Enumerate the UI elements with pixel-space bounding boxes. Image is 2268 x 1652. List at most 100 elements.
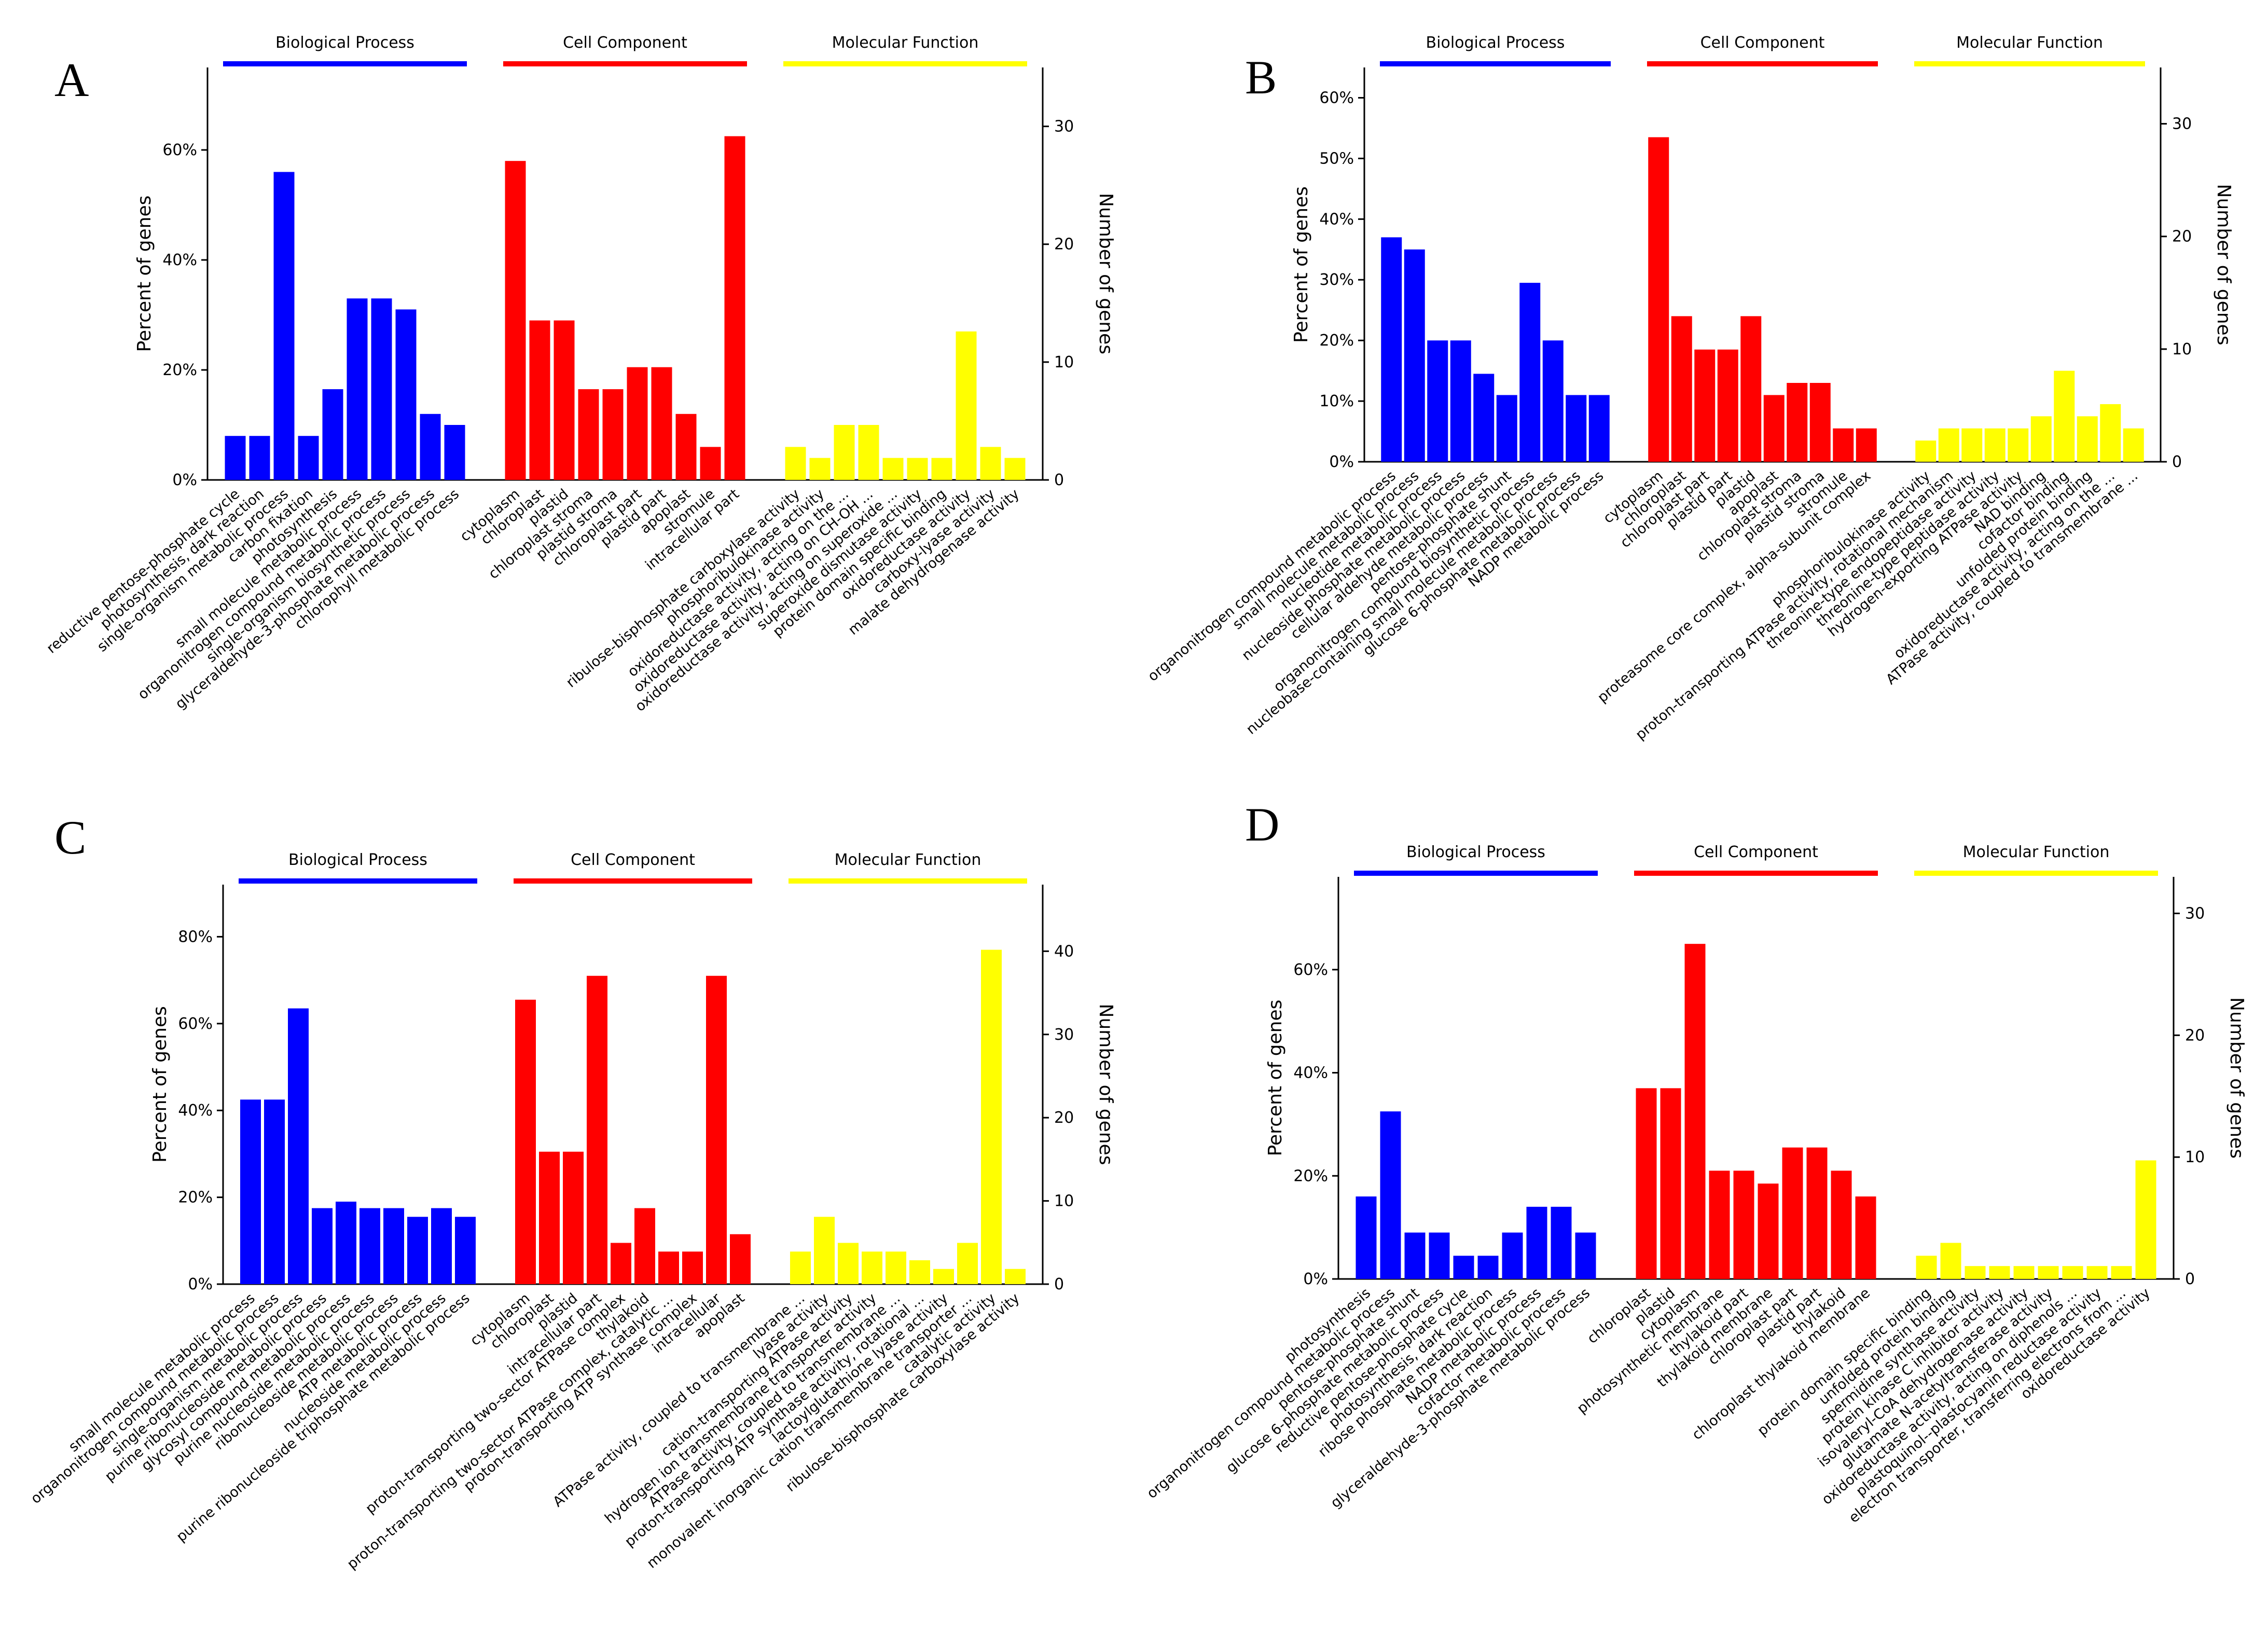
bar bbox=[1473, 374, 1495, 462]
left-tick-label: 20% bbox=[1319, 332, 1354, 350]
right-tick-label: 30 bbox=[2172, 115, 2192, 133]
bar bbox=[395, 309, 417, 480]
bar bbox=[249, 436, 270, 480]
left-tick-label: 20% bbox=[178, 1189, 213, 1207]
left-tick-label: 60% bbox=[1293, 961, 1328, 979]
right-tick-label: 30 bbox=[2185, 904, 2205, 923]
y-axis-title-left: Percent of genes bbox=[1291, 186, 1312, 343]
bar bbox=[1856, 428, 1877, 462]
bar bbox=[858, 425, 879, 480]
bar bbox=[706, 975, 727, 1284]
group-header-label: Cell Component bbox=[1694, 843, 1818, 861]
bar bbox=[933, 1269, 954, 1284]
bar bbox=[273, 172, 295, 480]
bar bbox=[1915, 440, 1937, 462]
right-tick-label: 30 bbox=[1054, 118, 1074, 136]
bar bbox=[651, 367, 672, 480]
group-header-bar bbox=[789, 878, 1027, 884]
left-tick-label: 50% bbox=[1319, 149, 1354, 168]
bar bbox=[312, 1208, 333, 1284]
bar bbox=[882, 458, 904, 480]
bar bbox=[431, 1208, 452, 1284]
panel-letter: D bbox=[1245, 798, 1279, 851]
bar bbox=[1940, 1243, 1961, 1279]
bar bbox=[1380, 1111, 1401, 1279]
left-tick-label: 40% bbox=[1293, 1064, 1328, 1082]
bar bbox=[1763, 395, 1785, 462]
group-header-label: Biological Process bbox=[275, 34, 414, 52]
left-tick-label: 40% bbox=[178, 1102, 213, 1120]
bar bbox=[336, 1201, 356, 1284]
bar bbox=[1551, 1206, 1572, 1279]
bar bbox=[2038, 1266, 2059, 1279]
bar bbox=[347, 298, 368, 480]
bar bbox=[1709, 1171, 1730, 1279]
bar bbox=[1916, 1256, 1937, 1279]
bar bbox=[359, 1208, 380, 1284]
group-header-bar bbox=[1634, 871, 1878, 876]
group-header-bar bbox=[1914, 61, 2145, 66]
left-tick-label: 0% bbox=[1329, 453, 1354, 471]
bar bbox=[1427, 340, 1448, 462]
bar bbox=[322, 389, 343, 480]
right-tick-label: 10 bbox=[2185, 1148, 2205, 1166]
left-tick-label: 40% bbox=[1319, 210, 1354, 228]
bar bbox=[240, 1099, 261, 1284]
bar bbox=[886, 1251, 906, 1284]
bar bbox=[931, 458, 952, 480]
bar bbox=[1782, 1147, 1803, 1279]
right-tick-label: 20 bbox=[2185, 1026, 2205, 1044]
bar bbox=[700, 447, 721, 480]
bar bbox=[809, 458, 831, 480]
bar bbox=[862, 1251, 882, 1284]
y-axis-title-right: Number of genes bbox=[1095, 193, 1116, 354]
y-axis-title-left: Percent of genes bbox=[149, 1006, 171, 1163]
bar bbox=[1356, 1196, 1377, 1279]
bar bbox=[1450, 340, 1471, 462]
right-tick-label: 0 bbox=[1054, 1275, 1064, 1293]
bar bbox=[730, 1234, 751, 1284]
right-tick-label: 0 bbox=[2185, 1270, 2195, 1288]
bar bbox=[505, 161, 526, 480]
bar bbox=[1965, 1266, 1986, 1279]
group-header-bar bbox=[239, 878, 477, 884]
bar bbox=[1809, 383, 1831, 462]
group-header-label: Biological Process bbox=[1426, 34, 1565, 52]
left-tick-label: 0% bbox=[188, 1275, 213, 1293]
group-header-bar bbox=[1647, 61, 1878, 66]
bar bbox=[1496, 395, 1517, 462]
bar bbox=[554, 320, 575, 480]
bar bbox=[602, 389, 624, 480]
bar bbox=[1694, 349, 1716, 462]
bar bbox=[1542, 340, 1564, 462]
bar bbox=[627, 367, 648, 480]
bar bbox=[2008, 428, 2029, 462]
bar bbox=[1429, 1232, 1450, 1279]
panel-letter: C bbox=[54, 811, 86, 864]
bar bbox=[1717, 349, 1738, 462]
bar bbox=[1526, 1206, 1547, 1279]
bar bbox=[2013, 1266, 2035, 1279]
bar bbox=[578, 389, 599, 480]
bar bbox=[724, 136, 745, 480]
left-tick-label: 60% bbox=[1319, 89, 1354, 107]
bar bbox=[1831, 1171, 1852, 1279]
right-tick-label: 20 bbox=[1054, 236, 1074, 254]
bar bbox=[1961, 428, 1983, 462]
bar bbox=[2123, 428, 2144, 462]
bar bbox=[909, 1260, 930, 1284]
panel-letter: A bbox=[54, 53, 89, 106]
bar bbox=[1519, 283, 1541, 462]
group-header-bar bbox=[783, 61, 1027, 66]
bar bbox=[1758, 1183, 1779, 1279]
group-header-label: Molecular Function bbox=[1956, 34, 2103, 52]
bar bbox=[957, 1243, 978, 1284]
bar bbox=[1566, 395, 1587, 462]
left-tick-label: 20% bbox=[162, 361, 197, 379]
bar bbox=[1938, 428, 1959, 462]
group-header-bar bbox=[1914, 871, 2158, 876]
group-header-label: Cell Component bbox=[563, 34, 687, 52]
bar bbox=[1004, 458, 1026, 480]
group-header-bar bbox=[503, 61, 747, 66]
